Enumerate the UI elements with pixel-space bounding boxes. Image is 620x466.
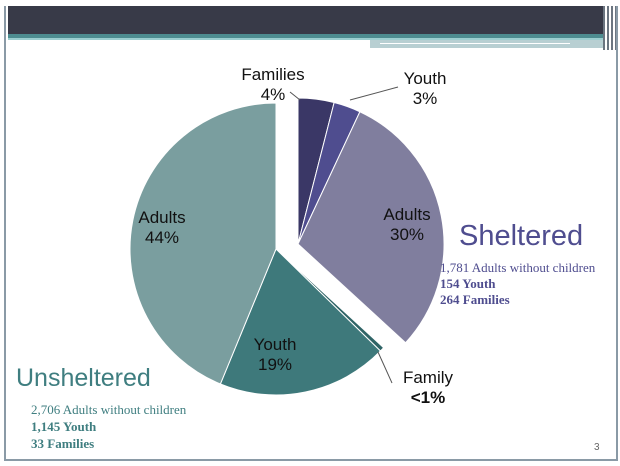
header-accent	[8, 34, 608, 38]
header-bar	[8, 6, 608, 34]
sheltered-stat-adults: 1,781 Adults without children	[440, 260, 596, 275]
leader-line-unsheltered-family	[377, 351, 393, 384]
header-accent-line	[8, 38, 608, 40]
slide-border-right	[616, 6, 618, 461]
sheltered-stat-youth: 154 Youth	[440, 276, 496, 291]
pie-slice-sheltered-adults	[297, 111, 445, 344]
header-notch-line	[380, 43, 570, 44]
slice-value-unsheltered-youth: 19%	[258, 355, 292, 374]
slice-value-unsheltered-adults: 44%	[145, 228, 179, 247]
slice-label-unsheltered-youth: Youth	[254, 335, 297, 354]
slice-value-unsheltered-family: <1%	[411, 388, 446, 407]
slice-label-sheltered-adults: Adults	[383, 205, 430, 224]
slice-value-sheltered-adults: 30%	[390, 225, 424, 244]
unsheltered-title: Unsheltered	[16, 364, 151, 392]
unsheltered-stat-adults: 2,706 Adults without children	[31, 402, 187, 417]
slice-value-sheltered-families: 4%	[261, 85, 286, 104]
slice-label-sheltered-youth: Youth	[404, 69, 447, 88]
slice-label-sheltered-families: Families	[241, 65, 304, 84]
slice-value-sheltered-youth: 3%	[413, 89, 438, 108]
unsheltered-stat-families: 33 Families	[31, 436, 95, 451]
slide-border-left	[4, 6, 6, 461]
slice-label-unsheltered-adults: Adults	[138, 208, 185, 227]
leader-line-sheltered-families	[289, 91, 301, 101]
pie-slice-unsheltered-adults	[129, 102, 277, 385]
decorative-stripes	[603, 6, 617, 50]
pie-slice-unsheltered-youth	[219, 248, 382, 396]
header-notch	[370, 40, 608, 48]
slice-label-unsheltered-family: Family	[403, 368, 454, 387]
page-number: 3	[594, 442, 600, 453]
leader-line-sheltered-youth	[349, 86, 399, 101]
slide-border-bottom	[4, 459, 618, 461]
sheltered-stat-families: 264 Families	[440, 292, 510, 307]
sheltered-title: Sheltered	[459, 220, 584, 252]
unsheltered-stat-youth: 1,145 Youth	[31, 419, 97, 434]
